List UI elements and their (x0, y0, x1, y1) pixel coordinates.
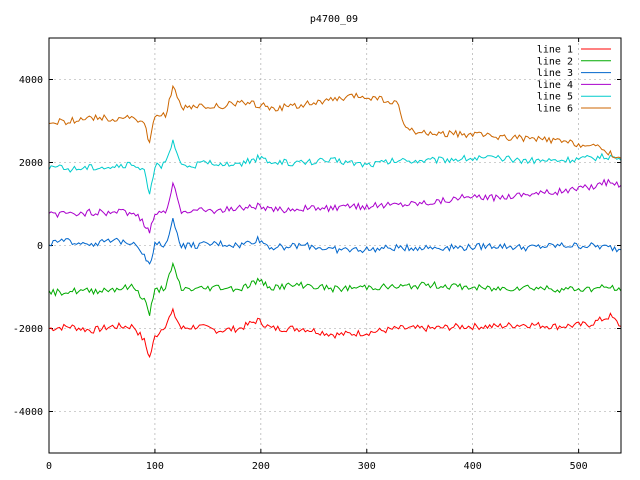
legend-label: line 3 (537, 68, 573, 79)
legend-label: line 5 (537, 92, 573, 103)
series-line-5 (48, 139, 622, 195)
series-line-2 (48, 261, 622, 316)
y-tick-label: 2000 (19, 158, 43, 169)
x-tick-label: 200 (252, 461, 270, 472)
x-tick-label: 500 (570, 461, 588, 472)
legend-label: line 4 (537, 80, 573, 91)
y-tick-label: -4000 (13, 407, 43, 418)
x-tick-label: 400 (464, 461, 482, 472)
legend-label: line 1 (537, 45, 573, 56)
axis-ticks: 0 100 200 300 400 500 -4000 -2000 0 2000 4000 (13, 38, 621, 472)
legend-label: line 2 (537, 56, 573, 67)
y-tick-label: 4000 (19, 75, 43, 86)
x-tick-label: 0 (46, 461, 52, 472)
y-tick-label: 0 (37, 241, 43, 252)
chart-title: p4700_09 (310, 14, 358, 25)
y-tick-label: -2000 (13, 324, 43, 335)
plot-frame (48, 37, 622, 454)
x-tick-label: 300 (358, 461, 376, 472)
series-lines (48, 84, 622, 359)
series-line-3 (48, 217, 622, 265)
series-line-6 (48, 84, 622, 159)
series-line-1 (48, 307, 622, 359)
series-line-4 (48, 178, 622, 234)
legend-label: line 6 (537, 104, 573, 115)
grid (49, 38, 621, 453)
x-tick-label: 100 (146, 461, 164, 472)
